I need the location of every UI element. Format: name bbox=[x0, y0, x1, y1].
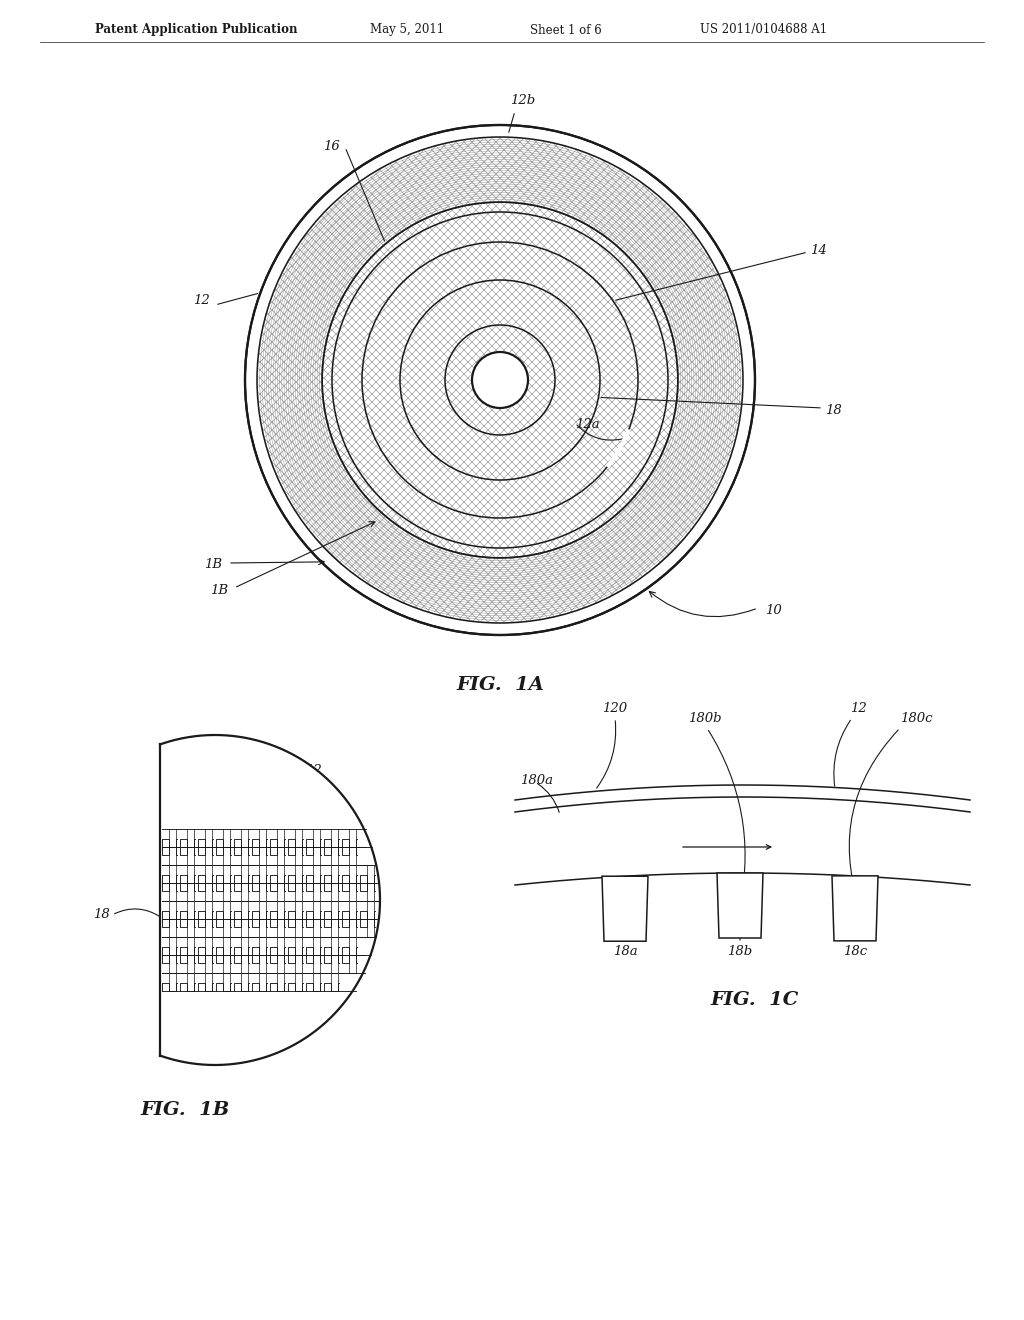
Text: 12: 12 bbox=[305, 763, 322, 776]
Text: FIG.  1C: FIG. 1C bbox=[711, 991, 799, 1008]
Text: FIG.  1B: FIG. 1B bbox=[140, 1101, 229, 1119]
Text: 1B: 1B bbox=[204, 558, 222, 572]
Text: 18: 18 bbox=[93, 908, 110, 921]
Text: 180c: 180c bbox=[900, 711, 933, 725]
Polygon shape bbox=[831, 876, 878, 941]
Polygon shape bbox=[602, 876, 648, 941]
Text: Patent Application Publication: Patent Application Publication bbox=[95, 24, 298, 37]
Circle shape bbox=[323, 202, 678, 557]
Text: 18a: 18a bbox=[612, 945, 637, 958]
Polygon shape bbox=[160, 735, 380, 1065]
Text: 12: 12 bbox=[194, 293, 210, 306]
Text: May 5, 2011: May 5, 2011 bbox=[370, 24, 444, 37]
Text: US 2011/0104688 A1: US 2011/0104688 A1 bbox=[700, 24, 827, 37]
Text: 18b: 18b bbox=[727, 945, 753, 958]
Text: 18: 18 bbox=[825, 404, 842, 417]
Text: 120: 120 bbox=[602, 702, 628, 715]
Text: 12a: 12a bbox=[575, 418, 600, 432]
Text: 180b: 180b bbox=[688, 711, 722, 725]
Circle shape bbox=[245, 125, 755, 635]
Text: FIG.  1A: FIG. 1A bbox=[456, 676, 544, 694]
Circle shape bbox=[472, 352, 528, 408]
Text: 12b: 12b bbox=[510, 94, 536, 107]
Text: 1B: 1B bbox=[210, 583, 228, 597]
Text: 12: 12 bbox=[850, 702, 866, 715]
Text: 18c: 18c bbox=[843, 945, 867, 958]
Text: Sheet 1 of 6: Sheet 1 of 6 bbox=[530, 24, 602, 37]
Polygon shape bbox=[717, 873, 763, 939]
Text: 16: 16 bbox=[324, 140, 340, 153]
Text: 10: 10 bbox=[765, 603, 781, 616]
Text: 180a: 180a bbox=[520, 774, 553, 787]
Text: 14: 14 bbox=[810, 243, 826, 256]
